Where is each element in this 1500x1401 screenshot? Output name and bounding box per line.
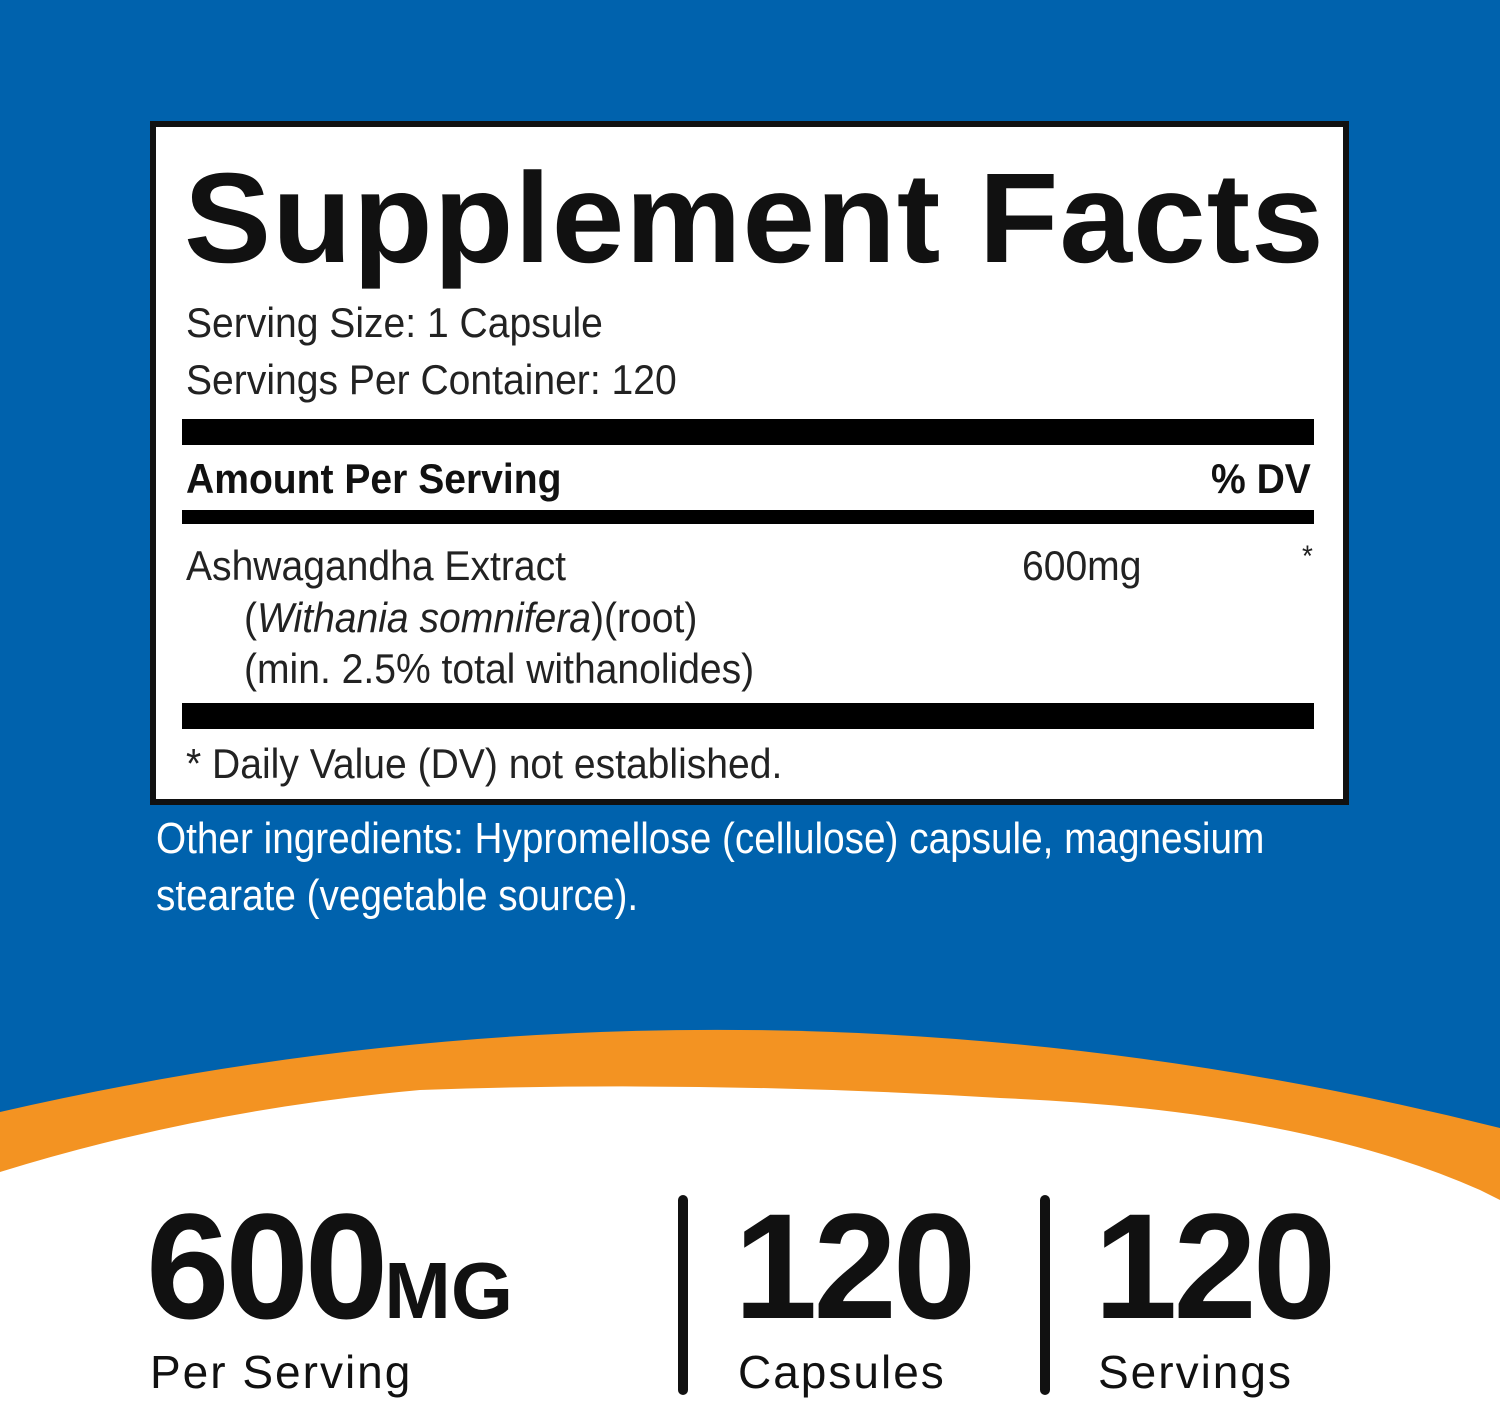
amount-per-serving-header: Amount Per Serving <box>186 455 562 502</box>
stat-label: Servings <box>1098 1346 1293 1398</box>
stat-label: Per Serving <box>150 1346 413 1398</box>
thick-divider <box>182 703 1314 729</box>
stat-label: Capsules <box>738 1346 946 1398</box>
thick-divider <box>182 419 1314 445</box>
paren: ( <box>244 594 258 641</box>
stat-divider <box>1040 1195 1050 1395</box>
stat-unit: MG <box>384 1246 514 1335</box>
dv-header: % DV <box>1211 455 1311 502</box>
ingredient-amount: 600mg <box>1022 542 1142 589</box>
footnote: * Daily Value (DV) not established. <box>186 740 783 787</box>
serving-size: Serving Size: 1 Capsule <box>186 299 603 346</box>
ingredient-name: Ashwagandha Extract <box>186 542 566 589</box>
medium-divider <box>182 510 1314 524</box>
ingredient-latin: (Withania somnifera)(root) <box>244 594 697 642</box>
stat-number: 600 <box>146 1182 388 1350</box>
other-ingredients: Other ingredients: Hypromellose (cellulo… <box>156 814 1265 920</box>
latin-name: Withania somnifera <box>257 594 592 641</box>
stat-servings: 120 Servings <box>1094 1180 1336 1399</box>
plant-part: )(root) <box>591 594 698 641</box>
facts-title: Supplement Facts <box>184 147 1325 290</box>
stat-per-serving: 600MG Per Serving <box>146 1180 513 1399</box>
stat-capsules: 120 Capsules <box>734 1180 976 1399</box>
stat-value: 120 <box>734 1182 976 1350</box>
stat-divider <box>678 1195 688 1395</box>
ingredient-dv: * <box>1302 540 1313 573</box>
servings-per-container: Servings Per Container: 120 <box>186 356 677 403</box>
stat-value: 120 <box>1094 1182 1336 1350</box>
ingredient-note: (min. 2.5% total withanolides) <box>244 645 755 692</box>
stat-value: 600MG <box>146 1180 513 1353</box>
supplement-facts-panel: Supplement Facts Serving Size: 1 Capsule… <box>150 121 1349 805</box>
